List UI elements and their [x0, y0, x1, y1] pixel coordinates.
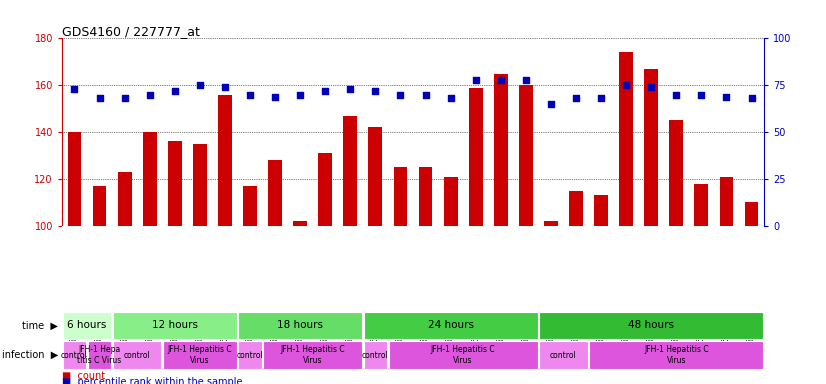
Point — [670, 91, 683, 98]
Point — [368, 88, 382, 94]
Bar — [594, 195, 608, 226]
Bar — [393, 167, 407, 226]
Point — [169, 88, 182, 94]
Bar — [620, 53, 633, 226]
Text: control: control — [236, 351, 263, 360]
Point — [469, 76, 482, 83]
Bar — [168, 141, 182, 226]
Text: 12 hours: 12 hours — [152, 320, 197, 331]
Bar — [419, 167, 433, 226]
Bar — [569, 191, 583, 226]
Text: JFH-1 Hepatitis C
Virus: JFH-1 Hepatitis C Virus — [431, 346, 496, 365]
Point — [344, 86, 357, 92]
Point — [293, 91, 306, 98]
Point — [745, 95, 758, 101]
Point — [93, 95, 107, 101]
Point — [68, 86, 81, 92]
Point — [244, 91, 257, 98]
Point — [520, 76, 533, 83]
Point — [695, 91, 708, 98]
Bar — [695, 184, 708, 226]
Point — [394, 91, 407, 98]
Point — [544, 101, 558, 107]
Point — [118, 95, 131, 101]
Bar — [68, 132, 82, 226]
Bar — [118, 172, 131, 226]
Bar — [544, 221, 558, 226]
Text: JFH-1 Hepa
titis C Virus: JFH-1 Hepa titis C Virus — [78, 346, 121, 365]
Point — [620, 82, 633, 88]
Point — [494, 76, 507, 83]
Bar — [719, 177, 733, 226]
Bar — [193, 144, 206, 226]
Point — [268, 93, 282, 99]
Bar — [368, 127, 382, 226]
Point — [319, 88, 332, 94]
Bar — [318, 153, 332, 226]
Text: control: control — [61, 351, 88, 360]
Point — [419, 91, 432, 98]
Text: 18 hours: 18 hours — [278, 320, 323, 331]
Bar — [93, 186, 107, 226]
Text: 6 hours: 6 hours — [68, 320, 107, 331]
Text: JFH-1 Hepatitis C
Virus: JFH-1 Hepatitis C Virus — [644, 346, 709, 365]
Bar — [519, 85, 533, 226]
Text: control: control — [550, 351, 577, 360]
Text: control: control — [362, 351, 389, 360]
Bar — [644, 69, 658, 226]
Bar — [444, 177, 458, 226]
Text: ■  count: ■ count — [62, 371, 105, 381]
Bar — [494, 74, 508, 226]
Point — [644, 84, 657, 90]
Text: time  ▶: time ▶ — [22, 320, 58, 331]
Bar — [293, 221, 307, 226]
Point — [569, 95, 582, 101]
Text: GDS4160 / 227777_at: GDS4160 / 227777_at — [62, 25, 200, 38]
Point — [444, 95, 458, 101]
Text: JFH-1 Hepatitis C
Virus: JFH-1 Hepatitis C Virus — [280, 346, 345, 365]
Point — [193, 82, 206, 88]
Bar — [268, 160, 282, 226]
Point — [719, 93, 733, 99]
Point — [595, 95, 608, 101]
Bar — [218, 94, 232, 226]
Bar — [744, 202, 758, 226]
Bar — [243, 186, 257, 226]
Text: ■  percentile rank within the sample: ■ percentile rank within the sample — [62, 377, 243, 384]
Text: 48 hours: 48 hours — [629, 320, 674, 331]
Text: control: control — [124, 351, 150, 360]
Point — [143, 91, 156, 98]
Text: infection  ▶: infection ▶ — [2, 350, 58, 360]
Text: 24 hours: 24 hours — [428, 320, 473, 331]
Bar — [669, 121, 683, 226]
Bar — [344, 116, 357, 226]
Bar — [143, 132, 157, 226]
Text: JFH-1 Hepatitis C
Virus: JFH-1 Hepatitis C Virus — [168, 346, 232, 365]
Bar — [469, 88, 482, 226]
Point — [218, 84, 231, 90]
